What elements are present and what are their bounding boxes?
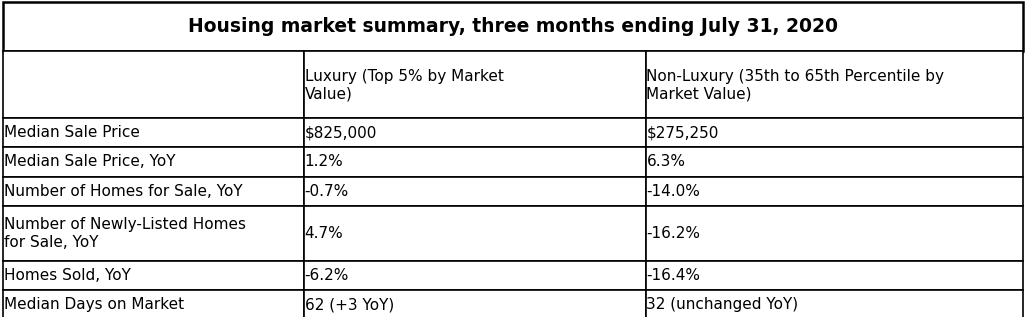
Bar	[304, 177, 645, 206]
Bar	[3, 206, 304, 261]
Bar	[304, 147, 645, 177]
Bar	[645, 206, 1023, 261]
Text: -6.2%: -6.2%	[305, 268, 349, 283]
Text: Luxury (Top 5% by Market
Value): Luxury (Top 5% by Market Value)	[305, 69, 504, 102]
Bar	[3, 2, 1023, 50]
Text: Housing market summary, three months ending July 31, 2020: Housing market summary, three months end…	[188, 17, 838, 36]
Bar	[304, 50, 645, 118]
Text: 4.7%: 4.7%	[305, 226, 344, 241]
Bar	[3, 118, 304, 147]
Text: 32 (unchanged YoY): 32 (unchanged YoY)	[646, 297, 798, 313]
Bar	[3, 290, 304, 317]
Text: 6.3%: 6.3%	[646, 154, 685, 170]
Bar	[645, 118, 1023, 147]
Text: Number of Homes for Sale, YoY: Number of Homes for Sale, YoY	[4, 184, 242, 199]
Bar	[3, 147, 304, 177]
Text: -16.2%: -16.2%	[646, 226, 701, 241]
Bar	[645, 50, 1023, 118]
Bar	[304, 118, 645, 147]
Bar	[3, 50, 304, 118]
Text: Number of Newly-Listed Homes
for Sale, YoY: Number of Newly-Listed Homes for Sale, Y…	[4, 217, 246, 250]
Text: Median Days on Market: Median Days on Market	[4, 297, 184, 313]
Text: $275,250: $275,250	[646, 125, 719, 140]
Bar	[645, 177, 1023, 206]
Text: Median Sale Price, YoY: Median Sale Price, YoY	[4, 154, 175, 170]
Bar	[3, 261, 304, 290]
Bar	[645, 261, 1023, 290]
Bar	[645, 147, 1023, 177]
Text: 1.2%: 1.2%	[305, 154, 344, 170]
Text: Homes Sold, YoY: Homes Sold, YoY	[4, 268, 130, 283]
Bar	[304, 290, 645, 317]
Bar	[304, 206, 645, 261]
Text: Non-Luxury (35th to 65th Percentile by
Market Value): Non-Luxury (35th to 65th Percentile by M…	[646, 69, 944, 102]
Text: -16.4%: -16.4%	[646, 268, 701, 283]
Text: $825,000: $825,000	[305, 125, 378, 140]
Bar	[304, 261, 645, 290]
Text: 62 (+3 YoY): 62 (+3 YoY)	[305, 297, 394, 313]
Bar	[645, 290, 1023, 317]
Bar	[3, 177, 304, 206]
Text: Median Sale Price: Median Sale Price	[4, 125, 140, 140]
Text: -14.0%: -14.0%	[646, 184, 701, 199]
Text: -0.7%: -0.7%	[305, 184, 349, 199]
